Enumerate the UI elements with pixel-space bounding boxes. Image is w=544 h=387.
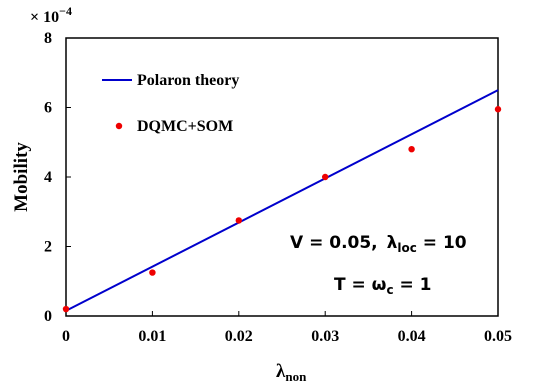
data-point-dqmc-som (235, 217, 242, 224)
legend-label-dqmc: DQMC+SOM (137, 118, 233, 135)
data-point-dqmc-som (149, 269, 156, 276)
x-axis-title: λnon (276, 361, 307, 384)
annotation-omega-value: = 1 (394, 275, 432, 295)
annotation-lambda-value: = 10 (417, 233, 467, 253)
axis-ticks: 0 0.01 0.02 0.03 0.04 0.05 0 2 4 6 8 (44, 30, 512, 345)
data-point-dqmc-som (408, 146, 415, 153)
annotation-lambda-sub: loc (397, 241, 416, 255)
y-tick-label: 8 (44, 30, 52, 47)
annotation-omega-sub: c (386, 283, 393, 297)
legend: Polaron theory DQMC+SOM (102, 72, 239, 135)
annotation-t: T = ω (334, 275, 387, 295)
legend-label-polaron: Polaron theory (137, 72, 239, 89)
y-tick-label: 6 (44, 100, 52, 117)
series-lines (65, 89, 499, 312)
annotation-lambda: λ (387, 233, 398, 253)
data-point-dqmc-som (62, 305, 70, 313)
x-axis-title-sub: non (285, 369, 307, 384)
series-points (62, 106, 502, 313)
annotation-params-2: T = ωc = 1 (334, 275, 432, 297)
y-tick-label: 0 (44, 308, 52, 325)
x-tick-label: 0.05 (484, 328, 512, 345)
y-exponent-label: × 10−4 (30, 4, 72, 26)
legend-dot-swatch (115, 122, 123, 130)
data-point-dqmc-som (322, 173, 329, 181)
x-tick-label: 0.02 (225, 328, 253, 345)
series-line-polaron-theory (65, 89, 499, 312)
x-tick-label: 0 (62, 328, 70, 345)
annotation-v: V = 0.05, (290, 233, 378, 253)
y-exponent-power: −4 (59, 4, 72, 18)
y-tick-label: 2 (44, 239, 52, 256)
x-tick-label: 0.03 (311, 328, 339, 345)
x-tick-label: 0.04 (398, 328, 426, 345)
x-tick-label: 0.01 (138, 328, 166, 345)
y-exponent-base: × 10 (30, 9, 59, 26)
x-axis-title-main: λ (276, 361, 286, 382)
y-tick-label: 4 (44, 169, 52, 186)
annotation-params-1: V = 0.05, λloc = 10 (290, 233, 467, 255)
data-point-dqmc-som (494, 106, 502, 113)
y-axis-title: Mobility (11, 142, 32, 212)
